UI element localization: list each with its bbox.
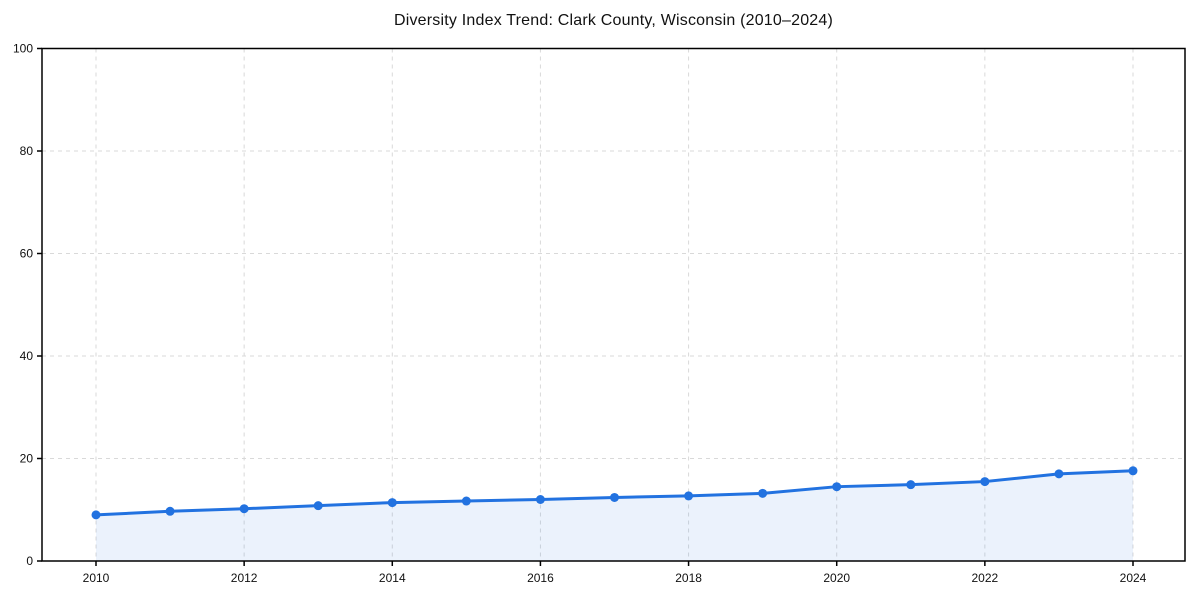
data-point-marker [239,504,249,514]
data-point-marker [1128,466,1138,476]
data-point-marker [684,491,694,501]
data-point-marker [387,498,397,508]
x-tick-label: 2014 [379,571,406,585]
y-tick-label: 0 [26,554,33,568]
data-point-marker [758,488,768,498]
data-point-marker [461,496,471,506]
x-tick-label: 2020 [823,571,850,585]
y-tick-label: 60 [20,247,34,261]
x-tick-label: 2018 [675,571,702,585]
data-point-marker [165,506,175,516]
data-point-marker [906,480,916,490]
tick-marks [37,47,1134,566]
gridlines [42,48,1185,561]
data-point-marker [832,482,842,492]
x-tick-label: 2010 [83,571,110,585]
chart-title: Diversity Index Trend: Clark County, Wis… [393,12,834,29]
tick-labels: 0 20 40 60 80 100 2010 2012 2014 2016 2018 2020 2022… [13,42,1147,586]
y-tick-label: 40 [20,349,34,363]
data-point-marker [980,477,990,487]
data-point-marker [313,501,323,511]
x-tick-label: 2024 [1120,571,1147,585]
area-fill [96,470,1133,561]
x-tick-label: 2016 [527,571,554,585]
data-point-marker [535,495,545,504]
data-point-marker [1054,469,1064,479]
data-points [91,466,1138,520]
y-tick-label: 100 [13,42,33,56]
data-point-marker [610,492,619,502]
x-tick-label: 2012 [231,571,258,585]
plot-border [41,47,1186,562]
data-point-marker [91,510,101,520]
y-tick-label: 80 [20,144,34,158]
x-tick-label: 2022 [972,571,999,585]
y-tick-label: 20 [20,452,34,466]
